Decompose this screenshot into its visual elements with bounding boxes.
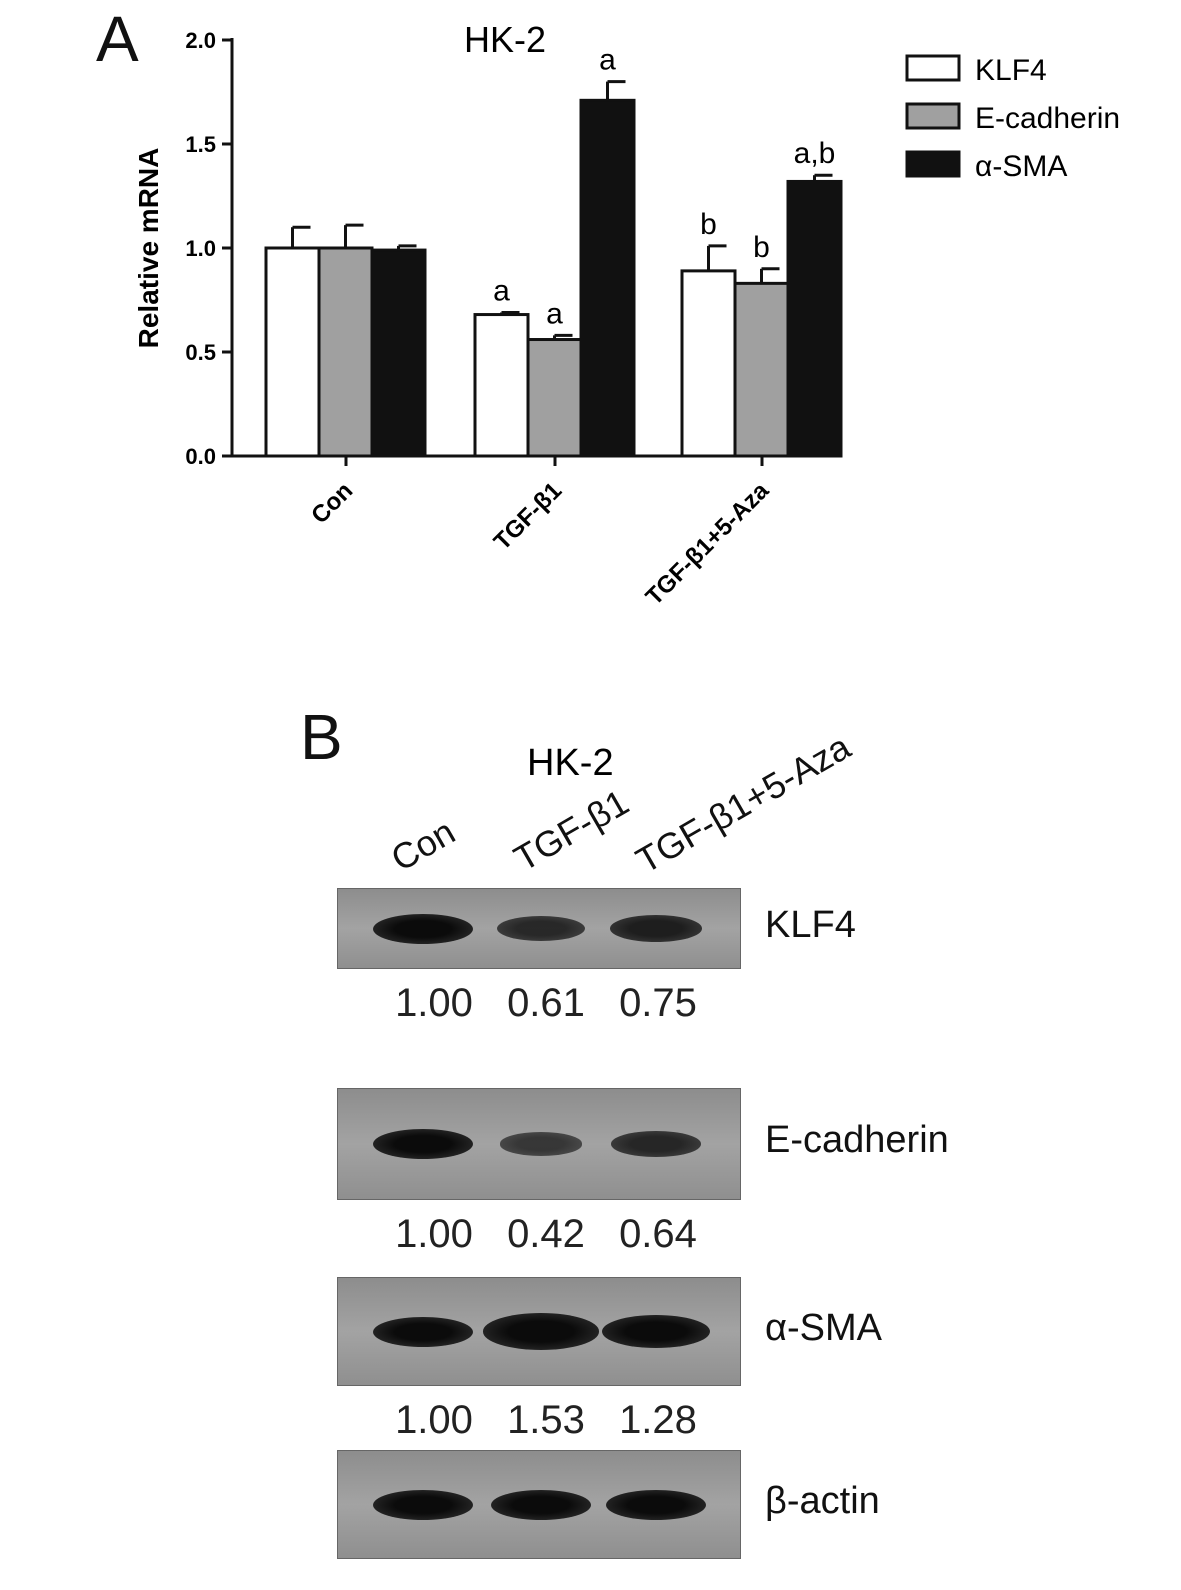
legend-swatch <box>905 150 961 178</box>
blot-label: β-actin <box>765 1479 880 1522</box>
x-tick-label: Con <box>306 477 358 529</box>
lane-label: TGF-β1+5-Aza <box>629 725 858 882</box>
blot-label: E-cadherin <box>765 1119 949 1161</box>
x-tick-label: TGF-β1 <box>489 477 567 555</box>
significance-label: a,b <box>794 137 836 170</box>
bar <box>680 269 737 458</box>
quantification-value: 0.64 <box>619 1212 697 1256</box>
bar <box>317 246 374 458</box>
legend-label: KLF4 <box>975 54 1047 87</box>
blot-label: α-SMA <box>765 1306 882 1349</box>
quantification-row: 1.00 1.53 1.28 <box>378 1398 714 1443</box>
y-tick-label: 1.5 <box>185 132 216 157</box>
y-axis-label: Relative mRNA <box>133 148 164 349</box>
legend-label: E-cadherin <box>975 102 1120 135</box>
bar <box>526 338 583 458</box>
significance-label: b <box>700 208 717 241</box>
protein-band <box>496 915 586 942</box>
protein-band <box>606 1489 706 1520</box>
protein-band <box>601 1314 711 1349</box>
quantification-value: 0.61 <box>507 981 585 1025</box>
bar <box>786 179 843 458</box>
y-tick-label: 1.0 <box>185 236 216 261</box>
panel-b-letter: B <box>300 701 343 773</box>
protein-band <box>491 1489 591 1520</box>
quantification-value: 0.42 <box>507 1212 585 1256</box>
significance-label: a <box>546 297 563 330</box>
blot-panel <box>337 1277 741 1386</box>
x-tick-label: TGF-β1+5-Aza <box>641 477 775 611</box>
blot-label: KLF4 <box>765 903 856 946</box>
chart-title: HK-2 <box>464 19 546 60</box>
y-tick-label: 0.5 <box>185 340 216 365</box>
significance-label: a <box>493 274 510 307</box>
bar <box>733 281 790 458</box>
blot-panel <box>337 1088 741 1200</box>
bar-chart: 0.0 0.5 1.0 1.5 2.0 Relative mRNA HK-2 Con TGF-β… <box>133 19 1120 611</box>
bar <box>264 246 321 458</box>
protein-band <box>611 1131 701 1157</box>
significance-label: a <box>599 44 616 77</box>
legend-swatch <box>905 102 961 130</box>
blot-panel <box>337 888 741 969</box>
protein-band <box>483 1313 599 1350</box>
bar <box>579 98 636 458</box>
protein-band <box>499 1132 583 1156</box>
quantification-value: 1.53 <box>507 1398 585 1442</box>
quantification-value: 1.28 <box>619 1398 697 1442</box>
quantification-value: 0.75 <box>619 981 697 1025</box>
significance-label: b <box>753 231 770 264</box>
legend-swatch <box>905 54 961 82</box>
lane-label: TGF-β1 <box>507 781 636 880</box>
protein-band <box>373 1489 473 1520</box>
quantification-value: 1.00 <box>395 1212 473 1256</box>
blot-title: HK-2 <box>527 742 614 784</box>
quantification-row: 1.00 0.42 0.64 <box>378 1212 714 1257</box>
quantification-value: 1.00 <box>395 1398 473 1442</box>
bar <box>370 248 427 458</box>
legend-label: α-SMA <box>975 150 1067 183</box>
lane-label: Con <box>384 810 462 880</box>
protein-band <box>373 1316 473 1347</box>
quantification-row: 1.00 0.61 0.75 <box>378 981 714 1026</box>
panel-a-letter: A <box>96 3 139 75</box>
protein-band <box>373 913 473 944</box>
y-tick-label: 2.0 <box>185 28 216 53</box>
protein-band <box>609 915 703 942</box>
bar <box>473 313 530 458</box>
quantification-value: 1.00 <box>395 981 473 1025</box>
y-tick-label: 0.0 <box>185 444 216 469</box>
blot-panel <box>337 1450 741 1559</box>
protein-band <box>373 1129 473 1159</box>
